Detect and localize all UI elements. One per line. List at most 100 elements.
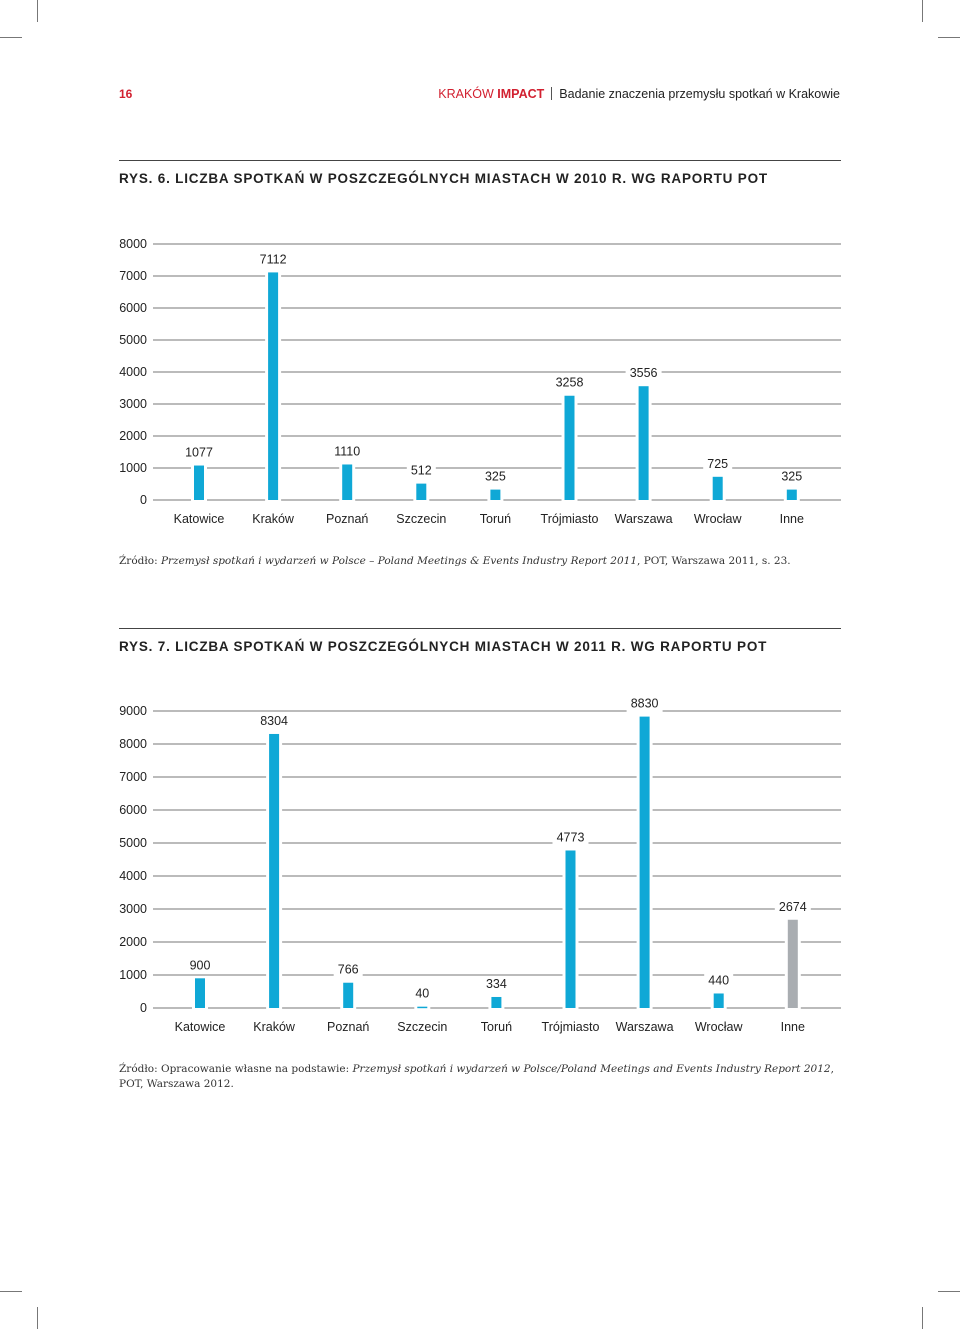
figure2-title: RYS. 7. LICZBA SPOTKAŃ W POSZCZEGÓLNYCH … xyxy=(119,639,768,654)
value-label-backing xyxy=(703,456,733,472)
crop-mark xyxy=(938,1291,960,1292)
y-tick-label: 2000 xyxy=(119,429,147,443)
header-separator xyxy=(551,87,553,100)
value-label: 725 xyxy=(707,457,728,471)
bar xyxy=(565,850,576,1008)
bar xyxy=(786,489,797,500)
category-label: Toruń xyxy=(480,512,511,526)
y-tick-label: 3000 xyxy=(119,902,147,916)
value-label-backing xyxy=(411,986,434,1002)
figure2-source: Źródło: Opracowanie własne na podstawie:… xyxy=(119,1062,841,1092)
crop-mark xyxy=(0,1291,22,1292)
value-label: 512 xyxy=(411,464,432,478)
category-label: Poznań xyxy=(327,1020,369,1034)
bar xyxy=(343,982,354,1008)
value-label: 1110 xyxy=(334,444,360,458)
category-label: Kraków xyxy=(252,512,295,526)
value-label: 40 xyxy=(415,987,429,1001)
value-label-backing xyxy=(777,469,807,485)
value-label-backing xyxy=(406,463,436,479)
category-label: Warszawa xyxy=(616,1020,674,1034)
category-label: Szczecin xyxy=(397,1020,447,1034)
page-number: 16 xyxy=(119,87,133,101)
value-label: 325 xyxy=(781,470,802,484)
running-header: KRAKÓW IMPACT Badanie znaczenia przemysłu… xyxy=(438,87,840,101)
value-label-backing xyxy=(551,375,588,391)
figure1-source-title: Przemysł spotkań i wydarzeń w Polsce – P… xyxy=(160,555,638,567)
y-tick-label: 3000 xyxy=(119,397,147,411)
crop-mark xyxy=(37,1307,38,1329)
value-label-backing xyxy=(256,713,293,729)
y-tick-label: 5000 xyxy=(119,836,147,850)
value-label: 3258 xyxy=(556,376,584,390)
figure2-source-suffix: , POT, Warszawa 2012. xyxy=(119,1063,834,1090)
y-tick-label: 1000 xyxy=(119,968,147,982)
y-tick-label: 0 xyxy=(140,493,147,507)
value-label: 766 xyxy=(338,963,359,977)
value-label-backing xyxy=(329,444,366,460)
category-label: Katowice xyxy=(175,1020,226,1034)
category-label: Szczecin xyxy=(396,512,446,526)
category-label: Katowice xyxy=(174,512,225,526)
value-label: 8830 xyxy=(631,697,659,711)
value-label: 4773 xyxy=(557,830,585,844)
value-label: 7112 xyxy=(260,252,287,266)
y-tick-label: 6000 xyxy=(119,301,147,315)
category-label: Warszawa xyxy=(615,512,673,526)
value-label-backing xyxy=(625,366,662,382)
figure2-top-rule xyxy=(119,628,841,629)
value-label: 1077 xyxy=(185,446,213,460)
y-tick-label: 6000 xyxy=(119,803,147,817)
bar xyxy=(342,464,353,500)
category-label: Toruń xyxy=(481,1020,512,1034)
bar xyxy=(490,489,501,500)
figure1-chart: 0 1000 2000 3000 4000 5000 6000 7000 8000 1077 Kat… xyxy=(0,228,960,533)
figure2-source-prefix: Źródło: Opracowanie własne na podstawie: xyxy=(119,1063,353,1075)
category-label: Wrocław xyxy=(694,512,743,526)
value-label: 2674 xyxy=(779,900,807,914)
value-label-backing xyxy=(626,696,663,712)
bar xyxy=(194,465,204,500)
bar xyxy=(787,919,798,1008)
value-label: 3556 xyxy=(630,366,658,380)
crop-mark xyxy=(0,37,22,38)
category-label: Trójmiasto xyxy=(542,1020,600,1034)
y-tick-label: 4000 xyxy=(119,869,147,883)
y-tick-label: 7000 xyxy=(119,770,147,784)
crop-mark xyxy=(37,0,38,22)
value-label: 900 xyxy=(190,958,211,972)
brand-prefix: KRAKÓW xyxy=(438,87,498,101)
figure2-chart-svg: 0 1000 2000 3000 4000 5000 6000 7000 8000 9000 900… xyxy=(119,696,841,1034)
crop-mark xyxy=(922,1307,923,1329)
bar xyxy=(195,978,205,1008)
bar xyxy=(269,733,280,1008)
figure1-source-suffix: , POT, Warszawa 2011, s. 23. xyxy=(637,555,791,567)
category-label: Wrocław xyxy=(695,1020,744,1034)
value-label-backing xyxy=(333,962,363,978)
y-tick-label: 4000 xyxy=(119,365,147,379)
y-tick-label: 1000 xyxy=(119,461,147,475)
figure2-chart: 0 1000 2000 3000 4000 5000 6000 7000 8000 9000 900… xyxy=(0,696,960,1041)
value-label-backing xyxy=(552,830,589,846)
crop-mark xyxy=(938,37,960,38)
bar xyxy=(417,1006,428,1009)
value-label-backing xyxy=(255,252,292,268)
value-label-backing xyxy=(185,958,215,974)
value-label: 440 xyxy=(708,973,729,987)
category-label: Poznań xyxy=(326,512,368,526)
value-label-backing xyxy=(774,899,811,915)
value-label-backing xyxy=(480,469,510,485)
category-label: Inne xyxy=(780,512,804,526)
value-label-backing xyxy=(481,976,511,992)
figure1-source-prefix: Źródło: xyxy=(119,555,161,567)
bar xyxy=(491,996,502,1008)
header-subtitle: Badanie znaczenia przemysłu spotkań w Kr… xyxy=(559,87,840,101)
y-tick-label: 7000 xyxy=(119,269,147,283)
category-label: Inne xyxy=(781,1020,805,1034)
y-tick-label: 8000 xyxy=(119,237,147,251)
y-tick-label: 5000 xyxy=(119,333,147,347)
figure1-source: Źródło: Przemysł spotkań i wydarzeń w Po… xyxy=(119,554,841,569)
brand-name: KRAKÓW IMPACT xyxy=(438,87,544,101)
figure1-chart-svg: 0 1000 2000 3000 4000 5000 6000 7000 8000 1077 Kat… xyxy=(119,237,841,526)
value-label: 325 xyxy=(485,470,506,484)
